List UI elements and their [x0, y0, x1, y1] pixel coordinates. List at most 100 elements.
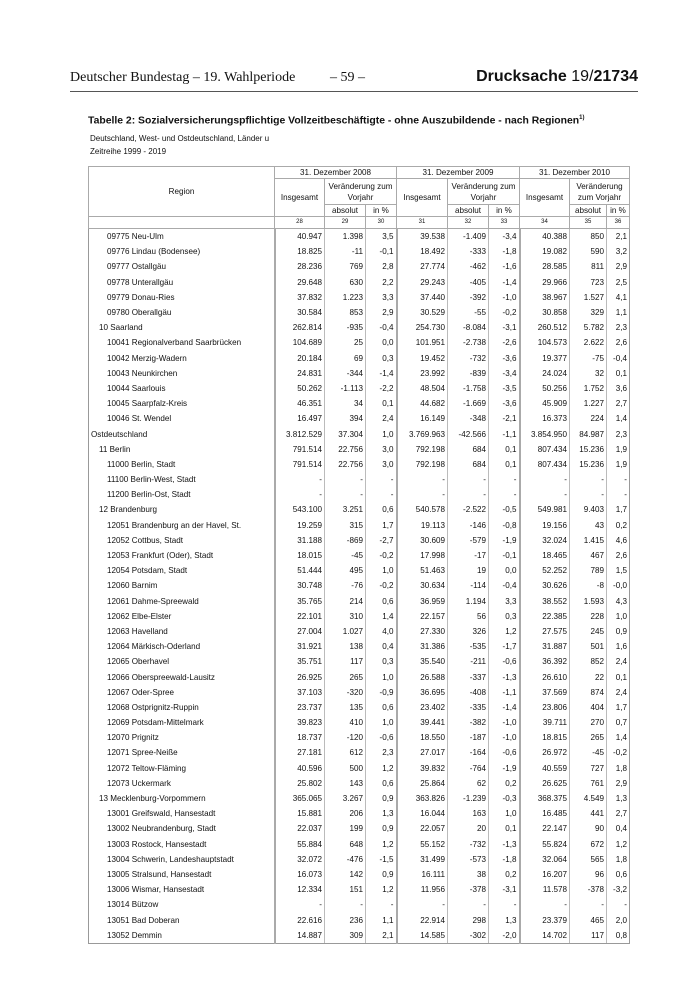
percent-cell: 1,4	[606, 411, 630, 427]
insgesamt-cell: 18.550	[395, 730, 448, 746]
absolut-cell: -55	[447, 304, 489, 321]
table-row: 12067 Oder-Spree 37.103 -320 -0,9 36.695 -408…	[88, 684, 630, 700]
percent-cell: -1,0	[488, 289, 520, 305]
table-row: 12068 Ostprignitz-Ruppin 23.737 135 0,6 23.4…	[88, 699, 630, 715]
absolut-cell: 22	[569, 669, 607, 685]
absolut-cell: 684	[447, 441, 489, 457]
percent-cell: -	[488, 897, 520, 913]
percent-cell: 1,9	[606, 441, 630, 457]
page-number: – 59 –	[330, 70, 365, 85]
table-title-text: Tabelle 2: Sozialversicherungspflichtige…	[88, 115, 580, 127]
table-row: 13 Mecklenburg-Vorpommern 365.065 3.267 0,9…	[88, 790, 630, 807]
percent-cell: 1,4	[606, 730, 630, 746]
region-cell: 13052 Demmin	[88, 927, 275, 944]
percent-cell: 2,5	[606, 274, 630, 290]
insgesamt-cell: 19.082	[518, 244, 570, 260]
percent-cell: 0,9	[365, 790, 397, 807]
table-row: 13052 Demmin 14.887 309 2,1 14.585 -302 -2,0 14…	[88, 927, 630, 944]
column-number: 31	[396, 216, 448, 229]
region-cell: 12054 Potsdam, Stadt	[88, 563, 275, 579]
absolut-cell: -335	[447, 699, 489, 715]
percent-cell: -1,1	[488, 426, 520, 442]
insgesamt-cell: 38.552	[518, 593, 570, 609]
column-number	[88, 216, 275, 229]
absolut-cell: 648	[324, 836, 366, 852]
insgesamt-cell: 27.004	[273, 623, 325, 640]
table-row: 12 Brandenburg 543.100 3.251 0,6 540.578 -2.5…	[88, 502, 630, 518]
percent-cell: 3,0	[365, 441, 397, 457]
percent-cell: 0,2	[488, 866, 520, 883]
insgesamt-cell: 28.585	[518, 259, 570, 275]
insgesamt-cell: 40.388	[518, 228, 570, 245]
insgesamt-cell: 23.402	[395, 699, 448, 715]
percent-cell: 2,4	[365, 411, 397, 427]
percent-cell: 0,1	[488, 821, 520, 837]
absolut-cell: 326	[447, 623, 489, 640]
percent-cell: 1,7	[365, 517, 397, 533]
region-cell: 09779 Donau-Ries	[88, 289, 275, 305]
percent-cell: 0,1	[488, 441, 520, 457]
region-cell: 12062 Elbe-Elster	[88, 608, 275, 624]
absolut-cell: 404	[569, 699, 607, 715]
region-cell: 09776 Lindau (Bodensee)	[88, 244, 275, 260]
absolut-cell: -378	[569, 882, 607, 898]
absolut-cell: -573	[447, 851, 489, 867]
percent-cell: -0,9	[365, 684, 397, 700]
percent-cell: 0,9	[606, 623, 630, 640]
table-row: 09775 Neu-Ulm 40.947 1.398 3,5 39.538 -1.409-…	[88, 228, 630, 245]
insgesamt-cell: 30.634	[395, 578, 448, 594]
absolut-cell: 22.756	[324, 456, 366, 472]
percent-cell: 3,5	[365, 228, 397, 245]
absolut-cell: -378	[447, 882, 489, 898]
percent-cell: -1,0	[488, 730, 520, 746]
absolut-cell: 3.251	[324, 502, 366, 518]
header-year: 31. Dezember 2009	[396, 166, 520, 179]
absolut-cell: -2.738	[447, 335, 489, 351]
percent-cell: -1,6	[488, 259, 520, 275]
insgesamt-cell: 15.881	[273, 806, 325, 822]
percent-cell: 1,2	[365, 882, 397, 898]
insgesamt-cell: 37.440	[395, 289, 448, 305]
absolut-cell: 3.267	[324, 790, 366, 807]
percent-cell: -0,2	[365, 547, 397, 564]
insgesamt-cell: 18.465	[518, 547, 570, 564]
absolut-cell: -869	[324, 532, 366, 548]
absolut-cell: 1.027	[324, 623, 366, 640]
percent-cell: -	[365, 472, 397, 488]
percent-cell: 1,2	[488, 623, 520, 640]
percent-cell: -2,2	[365, 380, 397, 397]
insgesamt-cell: 30.626	[518, 578, 570, 594]
insgesamt-cell: 365.065	[273, 790, 325, 807]
percent-cell: 4,3	[606, 593, 630, 609]
table-row: 12054 Potsdam, Stadt 51.444 495 1,0 51.463 19…	[88, 563, 630, 579]
absolut-cell: 90	[569, 821, 607, 837]
absolut-cell: 1.227	[569, 396, 607, 412]
header-insgesamt: Insgesamt	[396, 178, 448, 217]
region-cell: 13001 Greifswald, Hansestadt	[88, 806, 275, 822]
insgesamt-cell: 23.992	[395, 365, 448, 381]
insgesamt-cell: 26.925	[273, 669, 325, 685]
insgesamt-cell: 31.499	[395, 851, 448, 867]
table-row: 13051 Bad Doberan 22.616 236 1,1 22.914 298 1,…	[88, 912, 630, 928]
insgesamt-cell: 14.585	[395, 927, 448, 944]
percent-cell: 0,4	[606, 821, 630, 837]
absolut-cell: 1.415	[569, 532, 607, 548]
table-row: 13014 Bützow - - - - - - - - -	[88, 897, 630, 913]
table-row: 12062 Elbe-Elster 22.101 310 1,4 22.157 56 0,3…	[88, 608, 630, 624]
region-cell: 12060 Barnim	[88, 578, 275, 594]
absolut-cell: 9.403	[569, 502, 607, 518]
percent-cell: 2,6	[606, 547, 630, 564]
table-row: 12064 Märkisch-Oderland 31.921 138 0,4 31.38…	[88, 639, 630, 655]
percent-cell: 0,7	[606, 715, 630, 731]
insgesamt-cell: 55.884	[273, 836, 325, 852]
percent-cell: -	[365, 487, 397, 503]
percent-cell: 3,2	[606, 244, 630, 260]
table-row: 12060 Barnim 30.748 -76 -0,2 30.634 -114 -0,4 3…	[88, 578, 630, 594]
absolut-cell: 270	[569, 715, 607, 731]
insgesamt-cell: 791.514	[273, 456, 325, 472]
region-cell: 10046 St. Wendel	[88, 411, 275, 427]
absolut-cell: 34	[324, 396, 366, 412]
absolut-cell: -164	[447, 745, 489, 761]
absolut-cell: 1.527	[569, 289, 607, 305]
header-region: Region	[88, 166, 275, 217]
